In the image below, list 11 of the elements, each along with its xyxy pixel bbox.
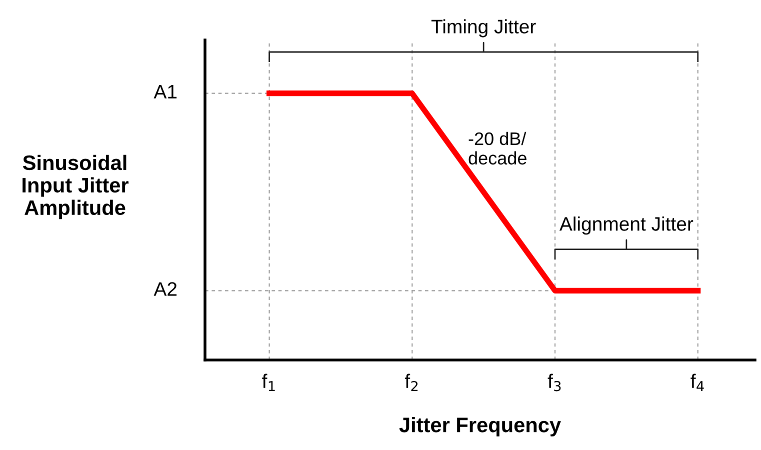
x-tick-label: f$_{4}$ [690, 374, 704, 392]
annotation: -20 dB/ decade [468, 132, 526, 165]
annotation: Alignment Jitter [559, 216, 694, 235]
ref-line-label: A2 [154, 282, 177, 296]
y-axis-title: Sinusoidal Input Jitter Amplitude [22, 154, 129, 220]
x-tick-label: f$_{3}$ [548, 374, 561, 392]
text: Timing Jitter [431, 19, 536, 38]
x-tick-label: f$_{1}$ [262, 374, 275, 392]
x-tick-label: f$_{2}$ [404, 374, 418, 392]
x-axis-title: Jitter Frequency [399, 417, 561, 436]
ref-line-label: A1 [154, 84, 177, 98]
